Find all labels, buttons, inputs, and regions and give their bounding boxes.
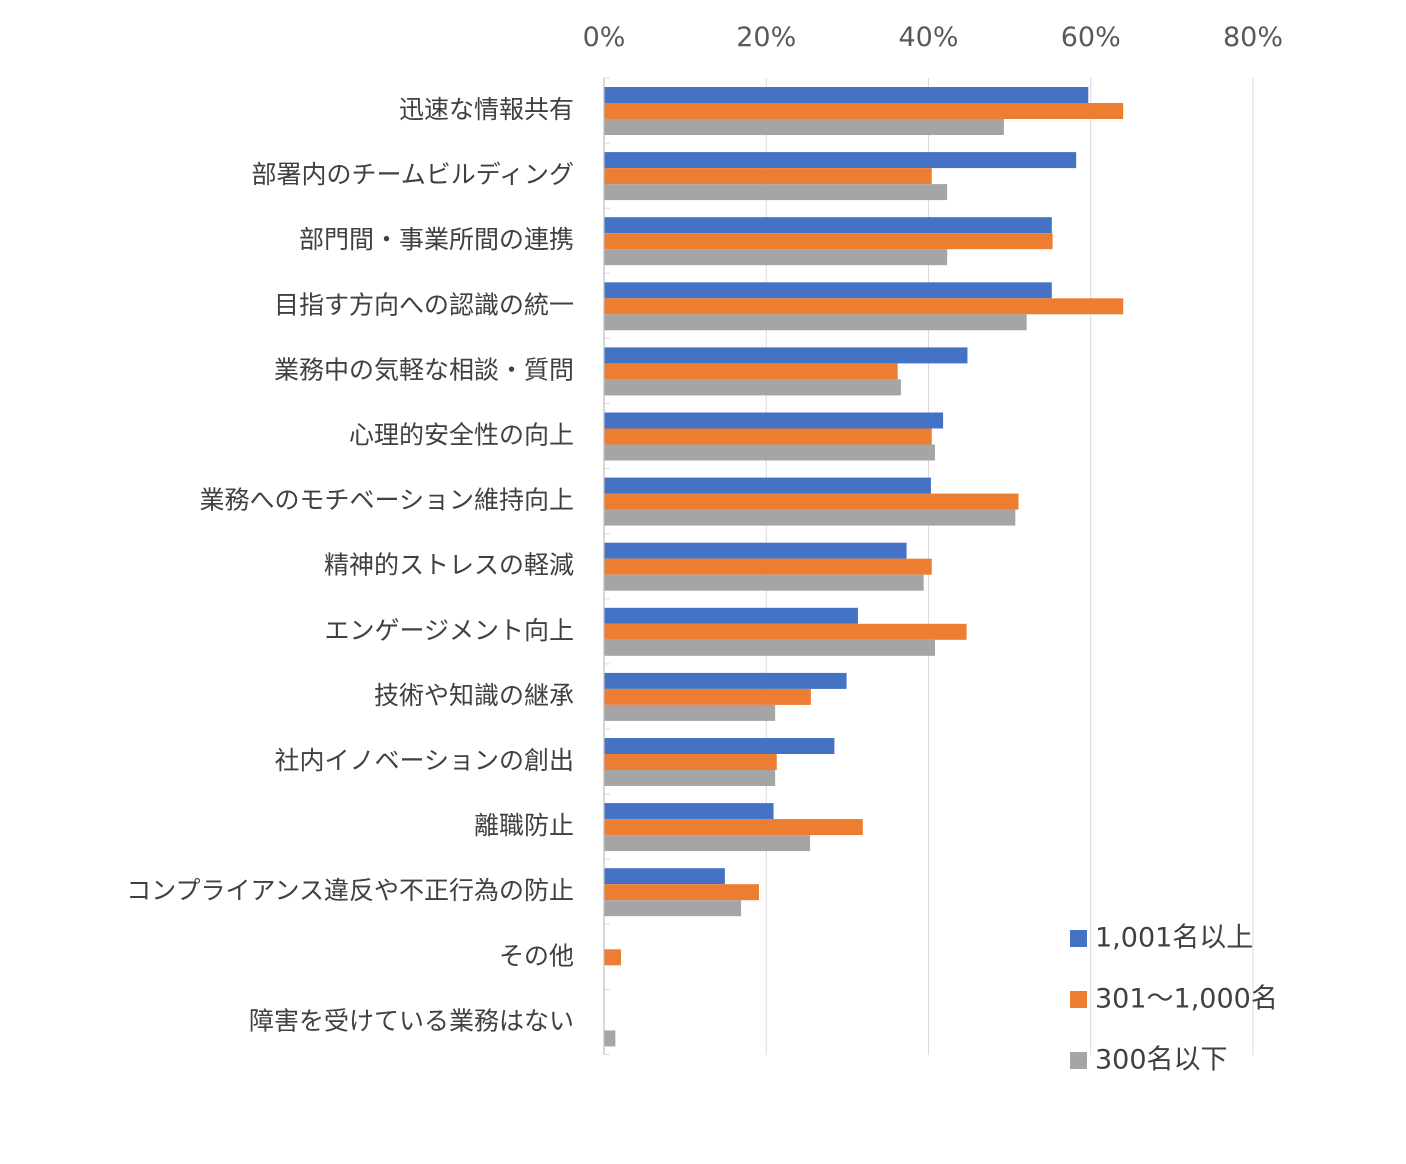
x-tick-label: 40% xyxy=(898,22,958,53)
bar xyxy=(604,607,858,624)
category-label: 業務へのモチベーション維持向上 xyxy=(199,486,574,515)
bar xyxy=(604,949,622,966)
category-label: その他 xyxy=(499,941,574,970)
bar xyxy=(604,444,935,461)
category-labels: 迅速な情報共有部署内のチームビルディング部門間・事業所間の連携目指す方向への認識… xyxy=(126,95,574,1035)
legend-swatch xyxy=(1070,1052,1087,1069)
legend-label: 301～1,000名 xyxy=(1095,984,1278,1015)
bar xyxy=(604,704,776,721)
bar xyxy=(604,119,1004,135)
axes: 0% 20% 40% 60% 80% xyxy=(583,22,1283,1055)
bar xyxy=(604,835,811,852)
bar xyxy=(604,87,1089,103)
bar xyxy=(604,184,948,201)
category-label: 迅速な情報共有 xyxy=(399,95,574,124)
bar xyxy=(604,803,774,820)
bar xyxy=(604,509,1016,526)
x-tick-label: 20% xyxy=(736,22,796,53)
category-label: 部門間・事業所間の連携 xyxy=(299,225,574,254)
bars xyxy=(604,87,1124,1047)
legend-label: 300名以下 xyxy=(1095,1045,1228,1076)
bar xyxy=(604,233,1053,250)
bar xyxy=(604,574,924,591)
category-label: コンプライアンス違反や不正行為の防止 xyxy=(126,876,574,905)
bar xyxy=(604,1030,616,1047)
bar xyxy=(604,770,776,786)
bar xyxy=(604,493,1019,510)
category-label: 業務中の気軽な相談・質問 xyxy=(274,355,574,384)
x-tick-label: 80% xyxy=(1223,22,1283,53)
legend-swatch xyxy=(1070,930,1087,947)
bar xyxy=(604,347,968,364)
bar xyxy=(604,754,777,770)
bar xyxy=(604,900,742,917)
category-label: 技術や知識の継承 xyxy=(374,681,574,710)
bar xyxy=(604,868,725,885)
bar xyxy=(604,379,901,396)
bar xyxy=(604,738,835,754)
legend-swatch xyxy=(1070,991,1087,1008)
bar xyxy=(604,477,931,494)
bar xyxy=(604,542,907,559)
bar xyxy=(604,558,932,575)
category-label: エンゲージメント向上 xyxy=(324,616,574,645)
category-label: 障害を受けている業務はない xyxy=(249,1006,574,1035)
bar xyxy=(604,152,1077,169)
bar xyxy=(604,819,863,836)
category-label: 目指す方向への認識の統一 xyxy=(274,290,574,319)
bar xyxy=(604,168,932,185)
bar xyxy=(604,314,1027,331)
category-label: 精神的ストレスの軽減 xyxy=(324,551,574,580)
bar xyxy=(604,298,1124,315)
bar xyxy=(604,672,847,689)
category-label: 社内イノベーションの創出 xyxy=(274,746,574,775)
legend-label: 1,001名以上 xyxy=(1095,923,1253,954)
bar xyxy=(604,249,948,266)
bar xyxy=(604,884,759,901)
bar xyxy=(604,623,967,640)
x-tick-label: 60% xyxy=(1061,22,1121,53)
category-label: 離職防止 xyxy=(474,811,574,840)
legend: 1,001名以上 301～1,000名 300名以下 xyxy=(1070,923,1278,1076)
x-tick-label: 0% xyxy=(583,22,626,53)
bar xyxy=(604,282,1052,299)
bar xyxy=(604,688,811,705)
category-label: 心理的安全性の向上 xyxy=(349,421,574,450)
category-label: 部署内のチームビルディング xyxy=(251,160,574,189)
bar xyxy=(604,428,932,445)
bar xyxy=(604,363,898,380)
bar xyxy=(604,639,935,656)
bar xyxy=(604,103,1124,119)
bar xyxy=(604,217,1052,234)
bar xyxy=(604,412,944,429)
